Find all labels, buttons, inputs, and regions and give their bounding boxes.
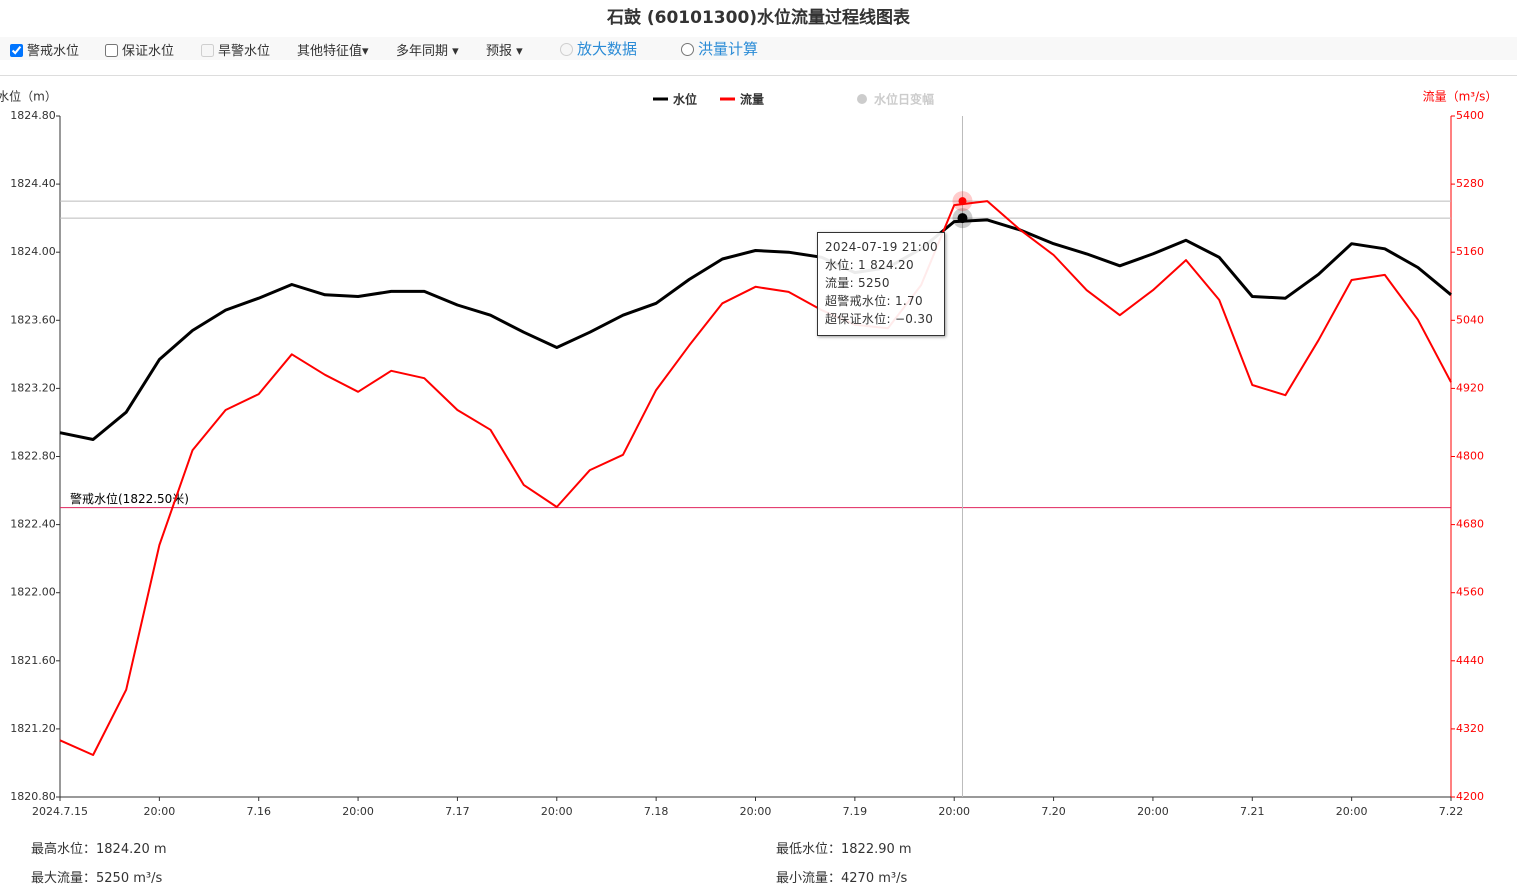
- highlight-flow: [958, 197, 967, 206]
- y2-tick-label: 5400: [1456, 109, 1484, 122]
- checkbox[interactable]: 保证水位: [105, 40, 174, 59]
- y2-axis-label: 流量（m³/s）: [1423, 90, 1498, 104]
- x-tick-label: 7.19: [843, 805, 868, 818]
- y2-tick-label: 5160: [1456, 245, 1484, 258]
- radio[interactable]: 放大数据: [560, 38, 637, 59]
- summary: 最高水位：1824.20 m: [31, 842, 167, 857]
- y2-tick-label: 4320: [1456, 722, 1484, 735]
- y-tick-label: 1823.20: [10, 381, 56, 394]
- x-tick-label: 7.20: [1041, 805, 1066, 818]
- x-tick-label: 20:00: [1137, 805, 1169, 818]
- y-tick-label: 1822.00: [10, 586, 56, 599]
- series-line: [59, 200, 1452, 756]
- legend-label: 水位: [673, 92, 697, 107]
- summary: 最低水位：1822.90 m: [776, 842, 912, 857]
- y-tick-label: 1823.60: [10, 313, 56, 326]
- y-tick-label: 1822.40: [10, 518, 56, 531]
- x-tick-label: 20:00: [541, 805, 573, 818]
- label: 洪量计算: [698, 40, 759, 58]
- y2-tick-label: 4680: [1456, 518, 1484, 531]
- label: 警戒水位: [27, 44, 80, 59]
- series-line: [59, 218, 1452, 441]
- y-axis-label: 水位（m）: [0, 89, 57, 104]
- x-tick-label: 7.22: [1439, 805, 1464, 818]
- dropdown[interactable]: 多年同期 ▾: [396, 44, 459, 59]
- summary: 最大流量：5250 m³/s: [31, 871, 163, 886]
- x-tick-label: 20:00: [1336, 805, 1368, 818]
- y-tick-label: 1821.60: [10, 654, 56, 667]
- label: 预报: [486, 44, 513, 59]
- tooltip-row: 超警戒水位: 1.70: [825, 294, 923, 308]
- y2-tick-label: 4200: [1456, 790, 1484, 803]
- highlight-level: [957, 213, 968, 224]
- label: 多年同期: [396, 44, 449, 59]
- x-tick-label: 7.18: [644, 805, 669, 818]
- dropdown[interactable]: 预报 ▾: [486, 44, 523, 59]
- y2-tick-label: 4920: [1456, 381, 1484, 394]
- x-tick-label: 2024.7.15: [32, 805, 88, 818]
- legend-swatch: [857, 94, 867, 104]
- x-tick-label: 20:00: [342, 805, 374, 818]
- tooltip-row: 流量: 5250: [825, 276, 890, 290]
- x-tick-label: 20:00: [938, 805, 970, 818]
- tooltip-row: 水位: 1 824.20: [825, 258, 914, 272]
- y-tick-label: 1821.20: [10, 722, 56, 735]
- tooltip: 2024-07-19 21:00 水位: 1 824.20 流量: 5250 超…: [817, 232, 945, 336]
- dropdown[interactable]: 其他特征值▾: [297, 44, 369, 59]
- x-tick-label: 7.21: [1240, 805, 1265, 818]
- y-tick-label: 1824.00: [10, 245, 56, 258]
- warning-label: 警戒水位(1822.50米): [70, 491, 189, 506]
- x-tick-label: 7.17: [445, 805, 470, 818]
- y2-tick-label: 4440: [1456, 654, 1484, 667]
- chart: 水位（m） 流量（m³/s） 1820.80 1821.20 1821.60 1822.0…: [0, 89, 1498, 819]
- x-tick-label: 7.16: [246, 805, 271, 818]
- tooltip-row: 超保证水位: −0.30: [825, 312, 934, 326]
- radio[interactable]: 洪量计算: [681, 38, 758, 59]
- label: 放大数据: [577, 40, 638, 58]
- separator: [0, 75, 1517, 76]
- legend-label: 流量: [740, 92, 764, 107]
- y2-tick-label: 5280: [1456, 177, 1484, 190]
- legend-label: 水位日变幅: [874, 92, 934, 107]
- chart-title: 石鼓 (60101300)水位流量过程线图表: [606, 8, 911, 28]
- y-tick-label: 1820.80: [10, 790, 56, 803]
- toolbar: 警戒水位 保证水位 旱警水位 其他特征值▾ 多年同期 ▾ 预报 ▾ 放大数据 洪…: [0, 37, 1517, 60]
- y2-tick-label: 5040: [1456, 313, 1484, 326]
- y-tick-label: 1822.80: [10, 450, 56, 463]
- tooltip-title: 2024-07-19 21:00: [825, 240, 938, 254]
- y-tick-label: 1824.40: [10, 177, 56, 190]
- x-tick-label: 20:00: [144, 805, 176, 818]
- label: 旱警水位: [218, 44, 271, 59]
- checkbox[interactable]: 警戒水位: [10, 40, 79, 59]
- y-tick-label: 1824.80: [10, 109, 56, 122]
- summary: 最小流量：4270 m³/s: [776, 871, 908, 886]
- label: 其他特征值: [297, 44, 363, 59]
- y2-tick-label: 4800: [1456, 450, 1484, 463]
- label: 保证水位: [122, 44, 175, 59]
- checkbox[interactable]: 旱警水位: [201, 40, 270, 59]
- x-tick-label: 20:00: [740, 805, 772, 818]
- y2-tick-label: 4560: [1456, 586, 1484, 599]
